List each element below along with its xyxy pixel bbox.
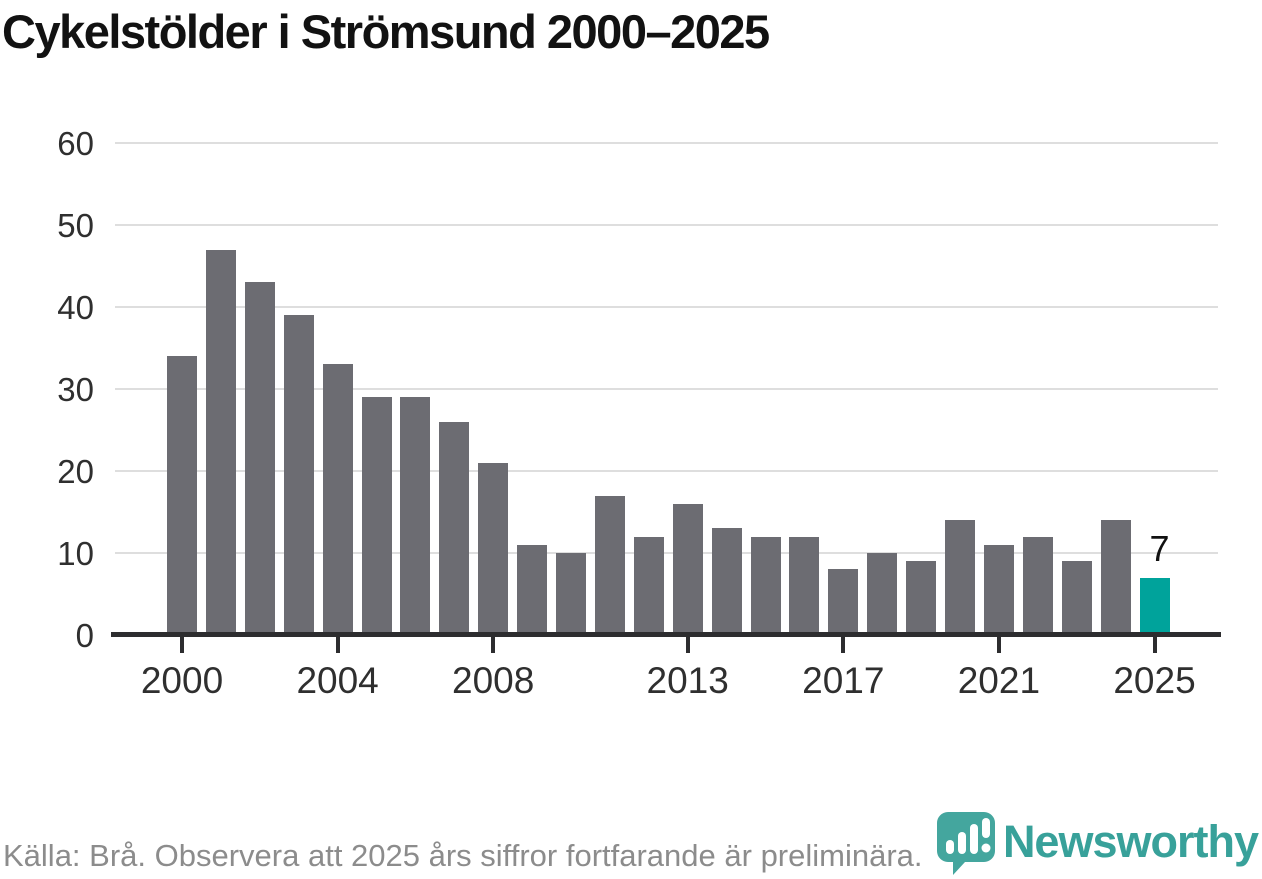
bar-2008 [478, 462, 509, 636]
bar-2014 [711, 528, 742, 636]
highlight-value-label: 7 [1149, 527, 1170, 569]
x-axis-line [111, 632, 1221, 637]
y-tick-label-10: 10 [57, 535, 94, 572]
bar-2003 [283, 315, 314, 636]
source-note: Källa: Brå. Observera att 2025 års siffr… [3, 838, 923, 873]
x-tick-label-2004: 2004 [296, 660, 379, 701]
bar-2021 [983, 544, 1014, 636]
y-tick-label-20: 20 [57, 453, 94, 490]
bar-2020 [945, 520, 975, 636]
y-tick-label-0: 0 [75, 617, 94, 654]
x-tick-2000 [180, 637, 184, 653]
x-tick-2013 [685, 637, 690, 653]
bar-2009 [517, 544, 548, 636]
bar-2016 [789, 536, 820, 636]
y-tick-label-60: 60 [57, 125, 94, 162]
x-tick-label-2008: 2008 [452, 660, 535, 701]
bar-2018 [867, 553, 898, 636]
bar-2006 [400, 397, 431, 636]
bar-2017 [828, 569, 859, 636]
x-tick-label-2021: 2021 [957, 660, 1041, 701]
bar-2024 [1100, 520, 1131, 636]
gridline-10 [115, 552, 1218, 554]
bar-2004 [322, 364, 353, 636]
bar-2011 [594, 495, 625, 636]
bar-2001 [205, 249, 236, 636]
bar-2002 [244, 282, 275, 636]
chart-title: Cykelstölder i Strömsund 2000–2025 [2, 5, 770, 58]
bar-2023 [1061, 561, 1092, 636]
bar-2010 [556, 553, 586, 636]
newsworthy-wordmark: Newsworthy [1002, 816, 1259, 867]
bar-2000 [167, 356, 197, 636]
y-tick-label-30: 30 [57, 371, 94, 408]
bar-2022 [1022, 536, 1053, 636]
x-tick-label-2000: 2000 [140, 660, 224, 701]
bar-2005 [361, 397, 392, 636]
x-tick-label-2013: 2013 [646, 660, 729, 701]
gridline-20 [115, 470, 1218, 472]
gridline-40 [115, 306, 1218, 308]
bar-2013 [672, 503, 703, 636]
y-tick-label-50: 50 [57, 207, 94, 244]
bar-2019 [906, 561, 937, 636]
newsworthy-logo: Newsworthy [935, 810, 1259, 876]
gridline-50 [115, 224, 1218, 226]
bar-2012 [633, 536, 664, 636]
x-tick-2021 [996, 637, 1001, 653]
bar-2025 [1139, 577, 1170, 636]
x-tick-2025 [1152, 637, 1157, 653]
bar-2007 [439, 421, 470, 636]
gridline-30 [115, 388, 1218, 390]
x-tick-2004 [335, 637, 340, 653]
gridline-60 [115, 142, 1218, 144]
bar-chart-pin-icon [936, 812, 995, 875]
x-tick-label-2017: 2017 [802, 660, 885, 701]
x-tick-label-2025: 2025 [1113, 660, 1196, 701]
bar-2015 [750, 536, 781, 636]
x-tick-2017 [841, 637, 846, 653]
x-tick-2008 [491, 637, 496, 653]
y-tick-label-40: 40 [57, 289, 94, 326]
